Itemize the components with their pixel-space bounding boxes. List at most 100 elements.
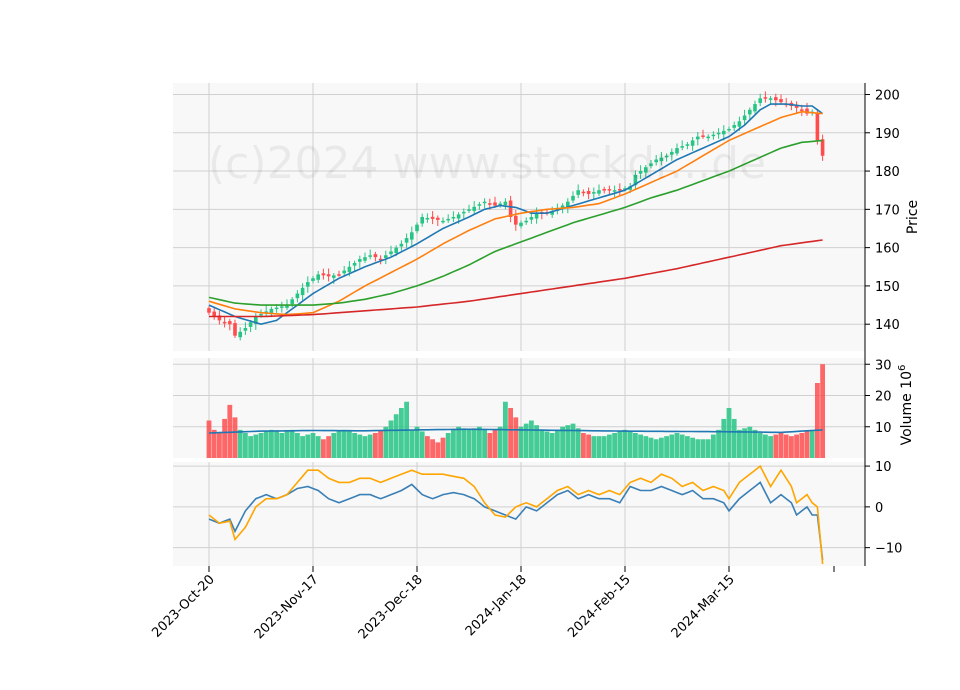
volume-bar bbox=[700, 439, 706, 458]
volume-bar bbox=[809, 429, 815, 458]
volume-bar bbox=[399, 408, 404, 458]
volume-bar bbox=[778, 433, 784, 458]
candle-body bbox=[623, 188, 627, 190]
volume-bar bbox=[227, 404, 233, 458]
candle-body bbox=[820, 139, 825, 156]
volume-bar bbox=[534, 425, 539, 458]
candle-body bbox=[768, 98, 773, 100]
candle-body bbox=[264, 311, 268, 313]
candle-body bbox=[794, 104, 799, 108]
volume-bar bbox=[664, 436, 669, 458]
volume-bar bbox=[300, 436, 305, 458]
volume-bar bbox=[222, 418, 227, 458]
candle-body bbox=[649, 163, 653, 167]
candle-body bbox=[368, 255, 372, 257]
volume-bar bbox=[321, 439, 326, 458]
candle-body bbox=[280, 306, 284, 308]
volume-bar bbox=[633, 433, 638, 458]
volume-bar bbox=[721, 418, 727, 458]
volume-bar bbox=[461, 428, 467, 458]
candle-body bbox=[815, 113, 820, 141]
candle-body bbox=[456, 214, 461, 219]
candle-body bbox=[732, 125, 736, 128]
volume-bar bbox=[248, 436, 253, 458]
candle-body bbox=[722, 130, 726, 135]
candle-body bbox=[472, 206, 476, 211]
candle-body bbox=[342, 270, 346, 274]
volume-bar bbox=[518, 426, 524, 458]
macd-line bbox=[208, 481, 824, 560]
candle-body bbox=[685, 144, 690, 146]
volume-bar bbox=[529, 420, 534, 458]
volume-bar bbox=[471, 428, 477, 458]
volume-bar bbox=[487, 433, 493, 458]
candle-body bbox=[571, 195, 575, 201]
volume-bar bbox=[295, 433, 300, 458]
candle-body bbox=[612, 190, 617, 192]
volume-bar bbox=[752, 429, 758, 458]
candle-body bbox=[295, 293, 300, 299]
candle-body bbox=[524, 220, 528, 223]
volume-bar bbox=[362, 436, 368, 458]
volume-bar bbox=[539, 429, 545, 458]
candle-body bbox=[269, 308, 274, 313]
volume-bar bbox=[456, 426, 461, 458]
volume-bar bbox=[596, 436, 602, 458]
candle-body bbox=[389, 251, 393, 255]
volume-bar bbox=[357, 434, 363, 458]
volume-bar bbox=[508, 408, 513, 458]
candle-body bbox=[508, 200, 513, 217]
candle-body bbox=[664, 155, 669, 158]
volume-axis-base: 10 bbox=[899, 371, 915, 389]
candle-body bbox=[633, 174, 638, 186]
candle-body bbox=[233, 323, 237, 336]
volume-bar bbox=[783, 434, 789, 458]
volume-bar bbox=[232, 417, 238, 458]
volume-bar bbox=[367, 434, 373, 458]
volume-bar bbox=[690, 437, 695, 458]
volume-bar bbox=[773, 434, 779, 458]
volume-bar bbox=[789, 436, 794, 458]
price-axis-title: Price bbox=[905, 200, 921, 234]
candle-body bbox=[493, 202, 497, 206]
volume-bar bbox=[544, 431, 550, 458]
volume-bar bbox=[653, 439, 659, 458]
y-tick-label: 30 bbox=[875, 358, 892, 373]
x-axis: 2023-Oct-20 2023-Nov-17 2023-Dec-18 2024-Ja… bbox=[149, 566, 835, 642]
x-tick-label: 2023-Oct-20 bbox=[149, 572, 217, 640]
volume-bar bbox=[237, 429, 243, 458]
candle-body bbox=[498, 203, 502, 206]
volume-bar bbox=[243, 433, 248, 458]
volume-bar bbox=[388, 420, 394, 458]
y-tick-label: 140 bbox=[875, 318, 900, 333]
volume-bar bbox=[555, 429, 560, 458]
volume-axis-title: Volume 106 bbox=[897, 365, 915, 446]
candle-body bbox=[586, 190, 591, 195]
candle-body bbox=[529, 217, 534, 220]
candle-body bbox=[550, 211, 554, 215]
volume-bar bbox=[497, 426, 503, 458]
volume-bar bbox=[679, 434, 685, 458]
volume-bar bbox=[815, 383, 820, 458]
candle-body bbox=[321, 273, 326, 276]
volume-bar bbox=[269, 429, 274, 458]
x-tick-label: 2024-Feb-15 bbox=[565, 572, 634, 641]
volume-bar bbox=[289, 429, 295, 458]
volume-bar bbox=[409, 429, 415, 458]
candle-body bbox=[592, 192, 596, 194]
candle-body bbox=[207, 308, 211, 313]
candle-body bbox=[326, 274, 331, 277]
candle-body bbox=[467, 209, 471, 211]
volume-bar bbox=[612, 433, 617, 458]
volume-bar bbox=[601, 436, 607, 458]
volume-bar bbox=[211, 429, 217, 458]
candle-body bbox=[716, 132, 721, 135]
volume-bar bbox=[586, 434, 591, 458]
candle-body bbox=[254, 316, 258, 324]
volume-bar bbox=[430, 439, 435, 458]
candle-body bbox=[560, 205, 565, 209]
candle-body bbox=[670, 151, 674, 155]
volume-bar bbox=[274, 431, 279, 458]
candle-body bbox=[451, 217, 456, 219]
sma-long-line bbox=[209, 239, 823, 318]
